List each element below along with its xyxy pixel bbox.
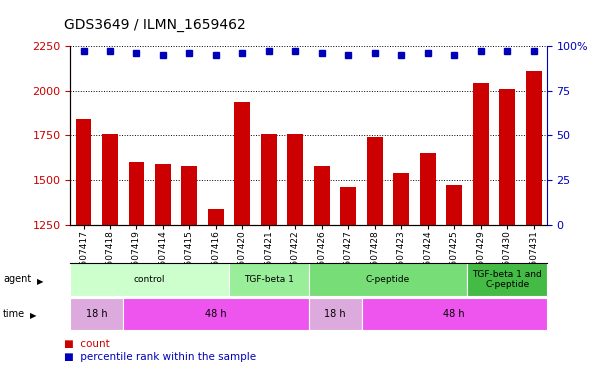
Bar bbox=[314, 166, 330, 384]
Text: ■  percentile rank within the sample: ■ percentile rank within the sample bbox=[64, 352, 256, 362]
Text: ▶: ▶ bbox=[30, 311, 37, 320]
Text: time: time bbox=[3, 309, 25, 319]
Bar bbox=[261, 134, 277, 384]
Text: TGF-beta 1 and
C-peptide: TGF-beta 1 and C-peptide bbox=[472, 270, 542, 289]
Text: agent: agent bbox=[3, 274, 31, 285]
Text: 18 h: 18 h bbox=[86, 309, 108, 319]
Bar bbox=[128, 162, 144, 384]
Text: control: control bbox=[134, 275, 166, 284]
Text: 48 h: 48 h bbox=[205, 309, 227, 319]
Bar bbox=[420, 153, 436, 384]
Bar bbox=[473, 83, 489, 384]
Bar bbox=[499, 89, 515, 384]
Text: C-peptide: C-peptide bbox=[366, 275, 410, 284]
Bar bbox=[525, 71, 541, 384]
Bar bbox=[76, 119, 92, 384]
Bar bbox=[340, 187, 356, 384]
Text: GDS3649 / ILMN_1659462: GDS3649 / ILMN_1659462 bbox=[64, 18, 246, 32]
Bar bbox=[393, 173, 409, 384]
Bar bbox=[155, 164, 171, 384]
Text: 18 h: 18 h bbox=[324, 309, 346, 319]
Bar bbox=[208, 209, 224, 384]
Text: TGF-beta 1: TGF-beta 1 bbox=[244, 275, 294, 284]
Bar bbox=[287, 134, 303, 384]
Text: ■  count: ■ count bbox=[64, 339, 110, 349]
Text: ▶: ▶ bbox=[37, 277, 43, 286]
Bar bbox=[446, 185, 462, 384]
Bar bbox=[235, 102, 251, 384]
Text: 48 h: 48 h bbox=[444, 309, 465, 319]
Bar bbox=[181, 166, 197, 384]
Bar bbox=[367, 137, 382, 384]
Bar bbox=[102, 134, 118, 384]
